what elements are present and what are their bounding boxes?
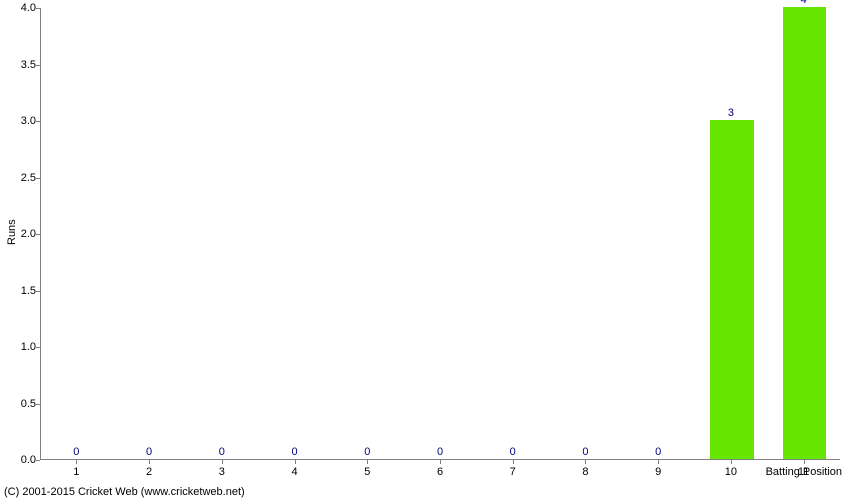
y-tick-label: 0.0 <box>21 454 36 466</box>
x-tick-label: 5 <box>364 466 370 478</box>
y-tick <box>36 65 40 66</box>
y-tick <box>36 178 40 179</box>
y-tick-label: 1.0 <box>21 341 36 353</box>
y-axis-label: Runs <box>6 219 18 245</box>
x-tick-label: 10 <box>725 466 737 478</box>
y-tick <box>36 8 40 9</box>
y-tick <box>36 121 40 122</box>
y-tick <box>36 234 40 235</box>
x-tick <box>513 460 514 464</box>
bar-value-label: 0 <box>219 446 225 458</box>
bar-value-label: 0 <box>655 446 661 458</box>
x-tick-label: 7 <box>510 466 516 478</box>
x-tick-label: 4 <box>291 466 297 478</box>
bar <box>710 120 754 459</box>
plot-area <box>40 8 840 460</box>
bar-value-label: 0 <box>364 446 370 458</box>
y-tick <box>36 460 40 461</box>
x-tick <box>658 460 659 464</box>
bar-value-label: 4 <box>801 0 807 6</box>
bar-value-label: 0 <box>437 446 443 458</box>
y-tick-label: 3.0 <box>21 115 36 127</box>
x-tick <box>731 460 732 464</box>
y-tick-label: 3.5 <box>21 59 36 71</box>
x-tick <box>440 460 441 464</box>
y-tick <box>36 347 40 348</box>
y-tick <box>36 404 40 405</box>
bar <box>783 7 827 459</box>
x-tick <box>222 460 223 464</box>
y-tick <box>36 291 40 292</box>
y-tick-label: 2.5 <box>21 172 36 184</box>
chart-container: Runs Batting Position (C) 2001-2015 Cric… <box>0 0 850 500</box>
bar-value-label: 3 <box>728 107 734 119</box>
y-tick-label: 4.0 <box>21 2 36 14</box>
y-tick-label: 1.5 <box>21 285 36 297</box>
y-tick-label: 0.5 <box>21 398 36 410</box>
x-tick-label: 8 <box>582 466 588 478</box>
x-tick-label: 11 <box>798 466 809 478</box>
x-tick <box>367 460 368 464</box>
x-tick-label: 1 <box>73 466 79 478</box>
bar-value-label: 0 <box>582 446 588 458</box>
bar-value-label: 0 <box>73 446 79 458</box>
y-tick-label: 2.0 <box>21 228 36 240</box>
bar-value-label: 0 <box>291 446 297 458</box>
x-tick <box>585 460 586 464</box>
bar-value-label: 0 <box>146 446 152 458</box>
x-tick <box>76 460 77 464</box>
x-tick-label: 6 <box>437 466 443 478</box>
x-tick-label: 2 <box>146 466 152 478</box>
copyright-text: (C) 2001-2015 Cricket Web (www.cricketwe… <box>4 486 245 498</box>
x-tick <box>149 460 150 464</box>
bar-value-label: 0 <box>510 446 516 458</box>
x-tick-label: 3 <box>219 466 225 478</box>
x-tick-label: 9 <box>655 466 661 478</box>
x-tick <box>295 460 296 464</box>
x-tick <box>804 460 805 464</box>
